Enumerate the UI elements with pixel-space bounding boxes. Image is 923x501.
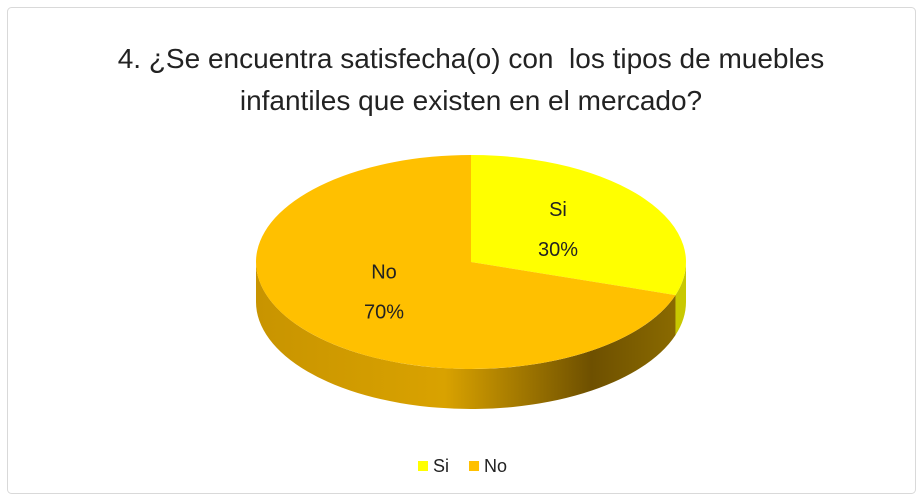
slice	[471, 155, 687, 296]
data-label: 30%	[538, 239, 578, 261]
chart-title: 4. ¿Se encuentra satisfecha(o) con los t…	[117, 43, 833, 116]
data-label: 70%	[364, 302, 404, 324]
legend-label: No	[484, 456, 507, 476]
data-label-category: Si	[549, 199, 567, 221]
slice-side	[256, 262, 676, 410]
legend-label: Si	[433, 456, 449, 476]
data-label-category: No	[371, 262, 397, 284]
legend-swatch	[418, 461, 428, 471]
slice-side	[675, 262, 686, 336]
slice	[256, 155, 676, 369]
legend-swatch	[469, 461, 480, 471]
